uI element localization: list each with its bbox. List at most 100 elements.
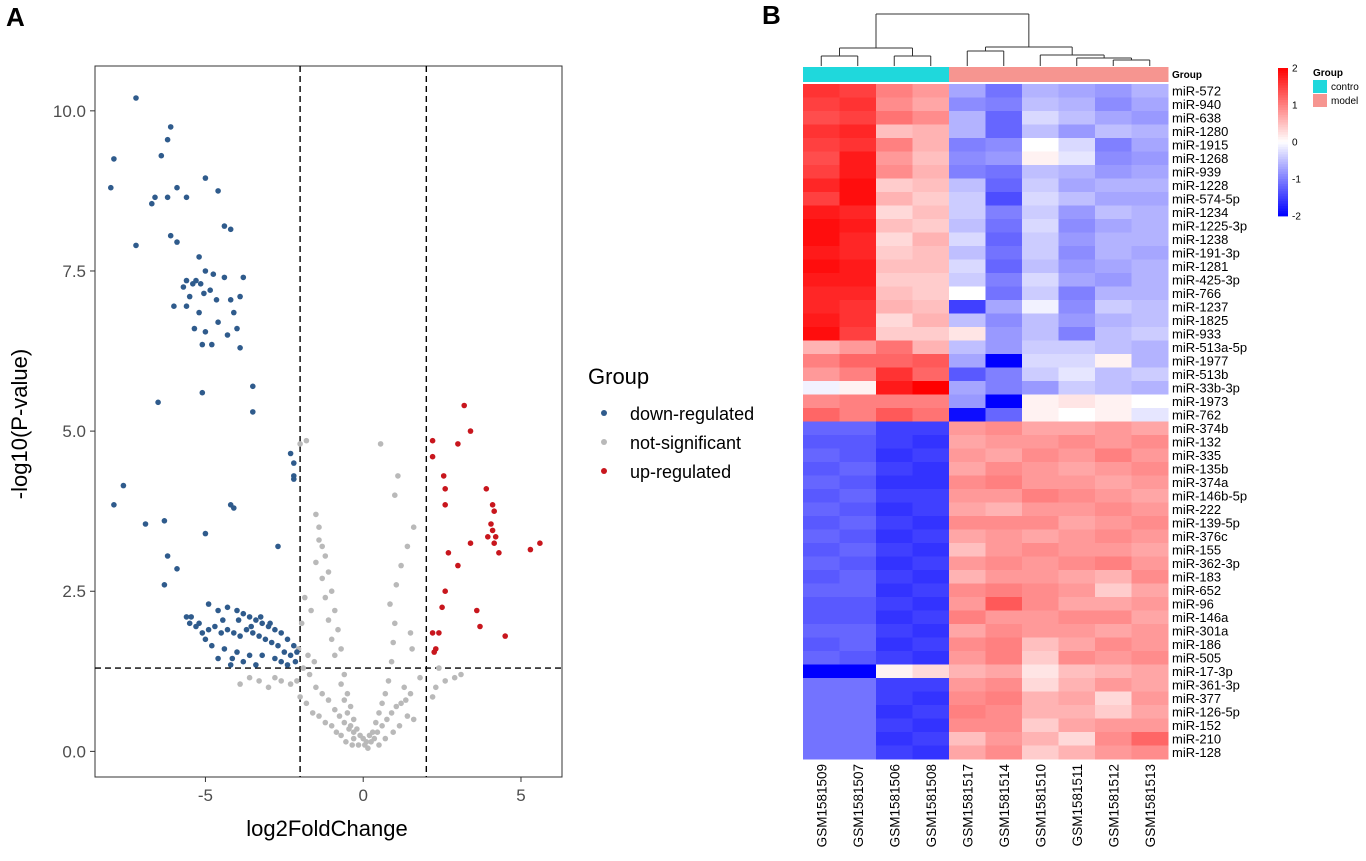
color-scale-segment [1278, 179, 1288, 182]
row-label: miR-132 [1172, 434, 1221, 449]
point-not-significant [350, 716, 357, 723]
point-not-significant [377, 441, 384, 447]
column-label: GSM1581514 [997, 764, 1012, 848]
point-not-significant [311, 658, 318, 665]
heatmap-cell [912, 597, 950, 611]
heatmap-cell [1095, 381, 1132, 395]
heatmap-cell [803, 610, 840, 625]
heatmap-cell [839, 259, 877, 274]
heatmap-cell [876, 475, 913, 490]
annotation-cell-model [1131, 67, 1169, 82]
color-scale-segment [1278, 171, 1288, 175]
heatmap-cell [876, 192, 913, 206]
color-scale-tick-label: 1 [1292, 101, 1298, 112]
point-up-regulated [537, 540, 543, 546]
point-down-regulated [292, 658, 299, 665]
point-not-significant [371, 735, 378, 742]
row-label: miR-572 [1172, 83, 1221, 98]
point-not-significant [246, 674, 253, 681]
color-scale-segment [1278, 75, 1288, 79]
y-tick-label: 2.5 [62, 582, 86, 601]
row-label: miR-505 [1172, 650, 1221, 665]
annotation-cell-model [1095, 67, 1132, 82]
color-scale-segment [1278, 154, 1288, 158]
heatmap-cell [839, 327, 877, 341]
color-scale-segment [1278, 213, 1288, 217]
point-down-regulated [207, 287, 213, 294]
heatmap-cell [912, 354, 950, 368]
point-not-significant [309, 710, 316, 716]
heatmap-cell [876, 178, 913, 193]
heatmap-cell [803, 570, 840, 584]
point-up-regulated [488, 521, 494, 527]
point-not-significant [398, 700, 404, 707]
row-label: miR-139-5p [1172, 515, 1240, 530]
point-not-significant [237, 681, 243, 687]
point-up-regulated [461, 402, 468, 409]
heatmap-cell [803, 327, 840, 341]
point-up-regulated [439, 604, 445, 611]
point-down-regulated [291, 642, 297, 649]
color-scale-segment [1278, 105, 1288, 108]
heatmap-cell [803, 205, 840, 220]
point-up-regulated [436, 630, 442, 636]
color-scale-segment [1278, 82, 1288, 86]
color-scale-segment [1278, 129, 1288, 133]
color-scale-segment [1278, 193, 1288, 197]
row-label: miR-146a [1172, 610, 1229, 625]
heatmap-cell [876, 745, 913, 760]
heatmap-cell [1131, 678, 1169, 692]
point-down-regulated [142, 521, 149, 527]
heatmap-cell [1022, 192, 1059, 206]
heatmap-cell [1058, 570, 1096, 584]
point-not-significant [451, 674, 458, 681]
point-not-significant [341, 719, 348, 726]
point-down-regulated [253, 662, 259, 668]
heatmap-cell [985, 462, 1023, 476]
x-tick-label: 0 [358, 786, 367, 805]
heatmap-cell [876, 354, 913, 368]
heatmap-cell [839, 610, 877, 625]
point-not-significant [319, 690, 326, 697]
point-not-significant [306, 671, 313, 678]
point-not-significant [393, 582, 400, 588]
point-down-regulated [250, 409, 256, 415]
heatmap-cell [1022, 97, 1059, 112]
row-label: miR-513a-5p [1172, 340, 1247, 355]
heatmap-cell [985, 259, 1023, 274]
heatmap-cell [1022, 435, 1059, 449]
column-dendrogram [820, 13, 1151, 66]
heatmap-cell [1058, 529, 1096, 544]
heatmap-cell [803, 232, 840, 247]
heatmap-cell [985, 556, 1023, 571]
row-label: miR-1973 [1172, 394, 1228, 409]
heatmap-cell [1095, 637, 1132, 652]
heatmap-cell [912, 97, 950, 112]
heatmap-cell [1131, 273, 1169, 287]
color-scale-segment [1278, 137, 1288, 140]
heatmap-cell [839, 408, 877, 422]
heatmap-cell [803, 124, 840, 139]
heatmap-cell [1058, 286, 1096, 301]
heatmap-cell [1131, 205, 1169, 220]
heatmap-cell [1058, 205, 1096, 220]
heatmap-cell [985, 502, 1023, 517]
heatmap-cell [949, 705, 986, 719]
heatmap-cell [1131, 327, 1169, 341]
column-labels: GSM1581509 GSM1581507 GSM1581506 GSM1581508… [814, 764, 1158, 848]
row-label: miR-425-3p [1172, 272, 1240, 287]
heatmap-cell [985, 732, 1023, 746]
legend-title: Group [588, 364, 649, 389]
point-down-regulated [256, 633, 262, 639]
point-down-regulated [183, 194, 190, 201]
heatmap-cell [985, 165, 1023, 179]
heatmap-cell [876, 205, 913, 220]
heatmap-cell [876, 394, 913, 409]
heatmap-cell [912, 732, 950, 746]
point-down-regulated [224, 604, 231, 611]
row-label: miR-1915 [1172, 137, 1228, 152]
heatmap-cell [949, 219, 986, 233]
heatmap-cell [949, 97, 986, 112]
point-not-significant [325, 697, 332, 703]
color-scale-segment [1278, 68, 1288, 71]
